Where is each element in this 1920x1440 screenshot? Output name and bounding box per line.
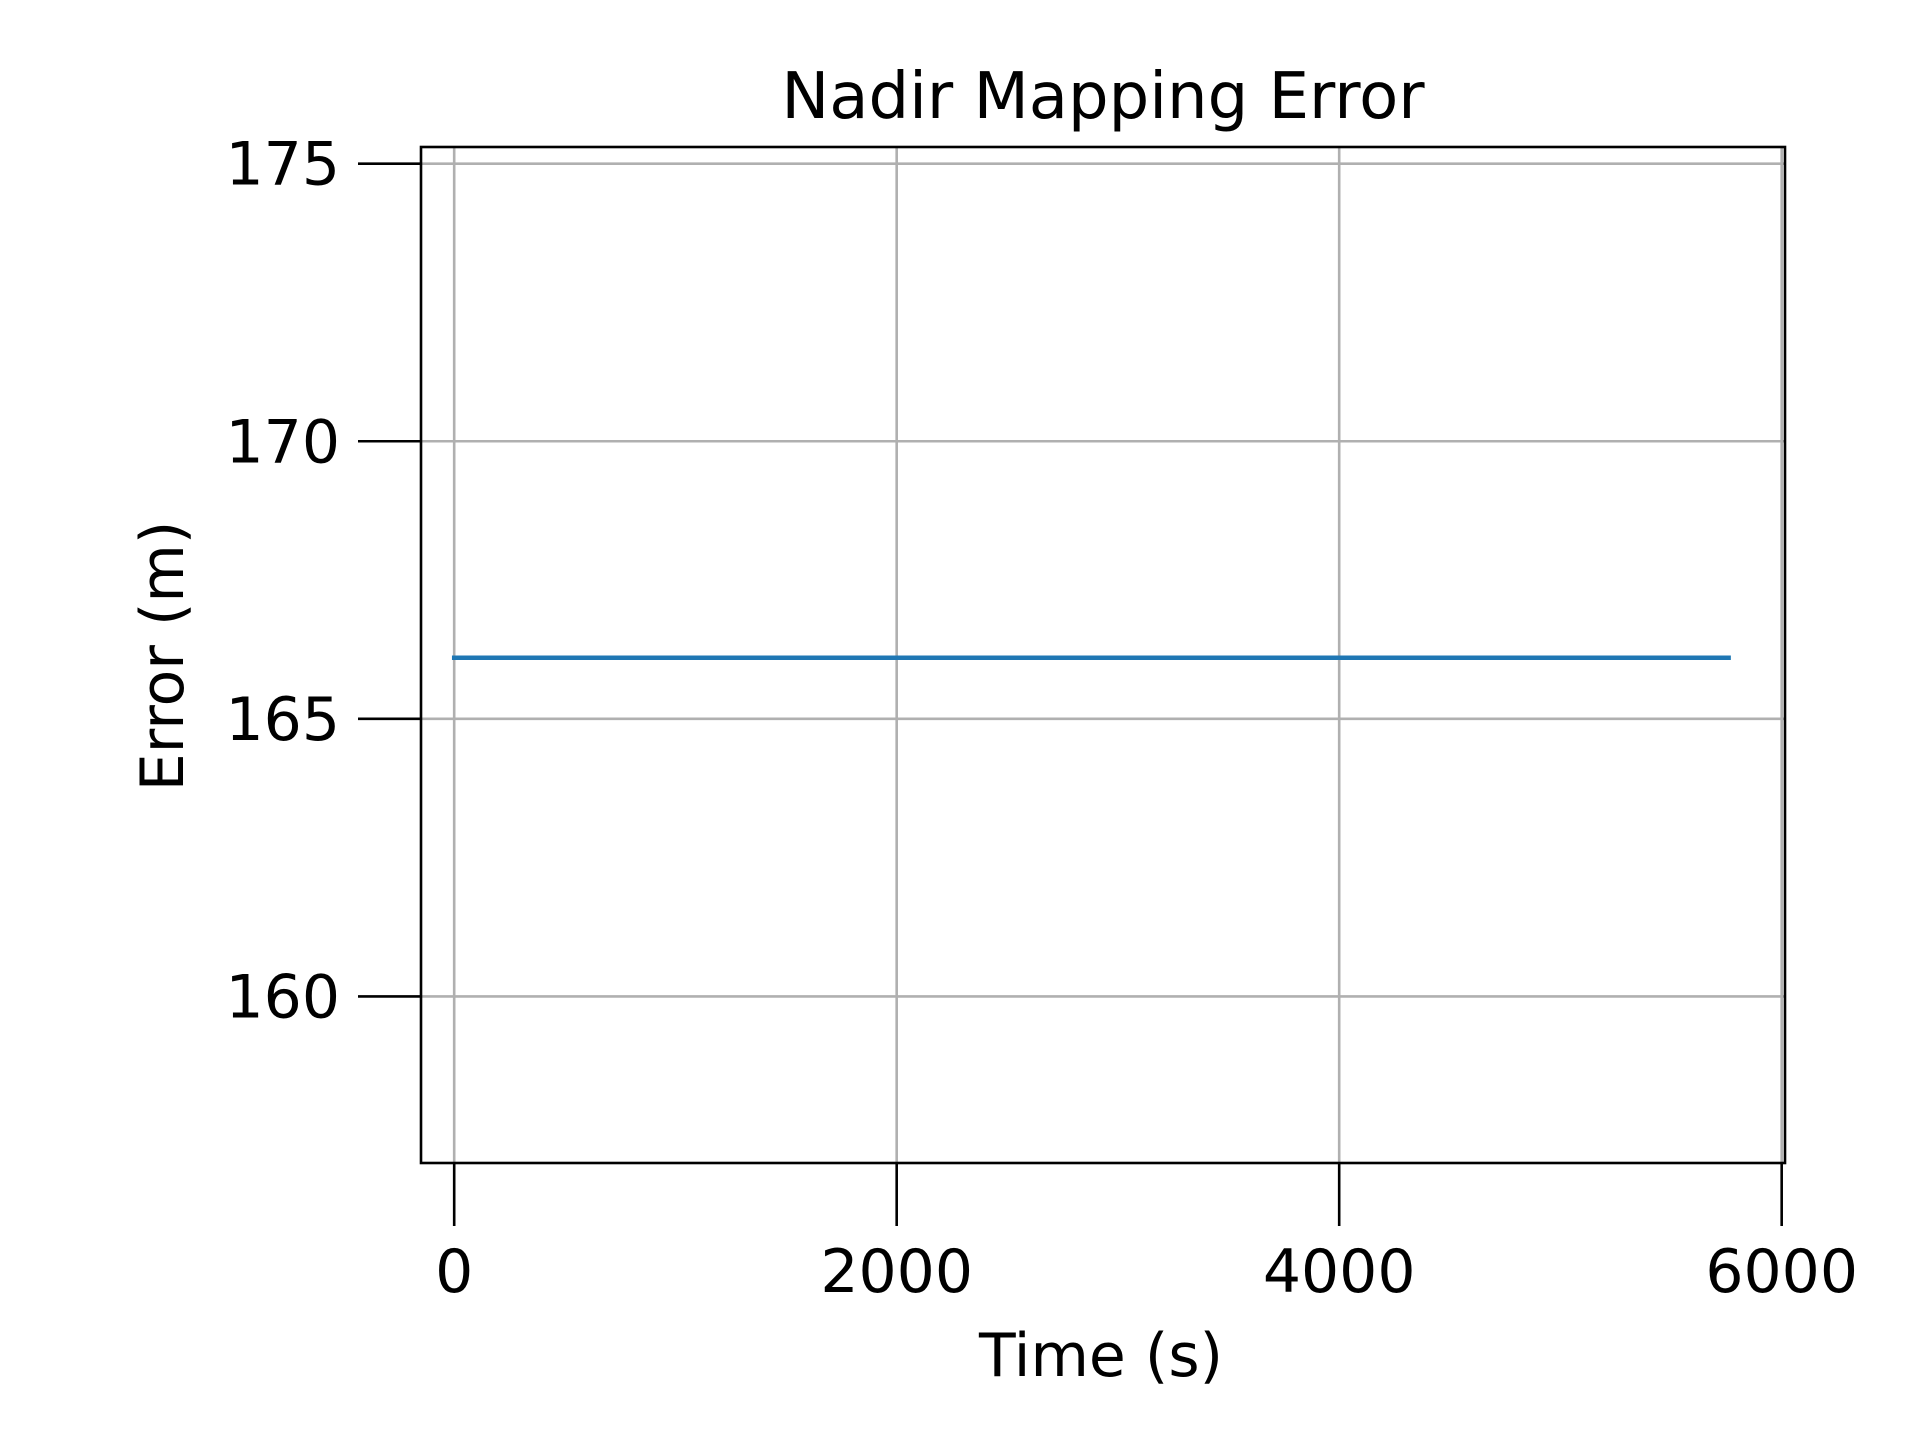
chart-title: Nadir Mapping Error bbox=[781, 60, 1425, 134]
y-tick-label: 160 bbox=[225, 962, 340, 1032]
y-axis-label: Error (m) bbox=[128, 521, 198, 792]
y-tick-label: 165 bbox=[225, 685, 340, 755]
x-tick-label: 4000 bbox=[1263, 1237, 1416, 1307]
x-tick-label: 0 bbox=[435, 1237, 473, 1307]
x-tick-label: 2000 bbox=[820, 1237, 973, 1307]
y-tick-label: 175 bbox=[225, 130, 340, 200]
x-tick-label: 6000 bbox=[1705, 1237, 1858, 1307]
tick-labels: 0 2000 4000 6000 160 165 170 175 bbox=[225, 130, 1858, 1307]
x-axis-label: Time (s) bbox=[978, 1321, 1223, 1391]
grid bbox=[421, 147, 1785, 1163]
axis-ticks bbox=[358, 162, 1783, 1226]
y-tick-label: 170 bbox=[225, 407, 340, 477]
axes-frame bbox=[419, 145, 1787, 1165]
